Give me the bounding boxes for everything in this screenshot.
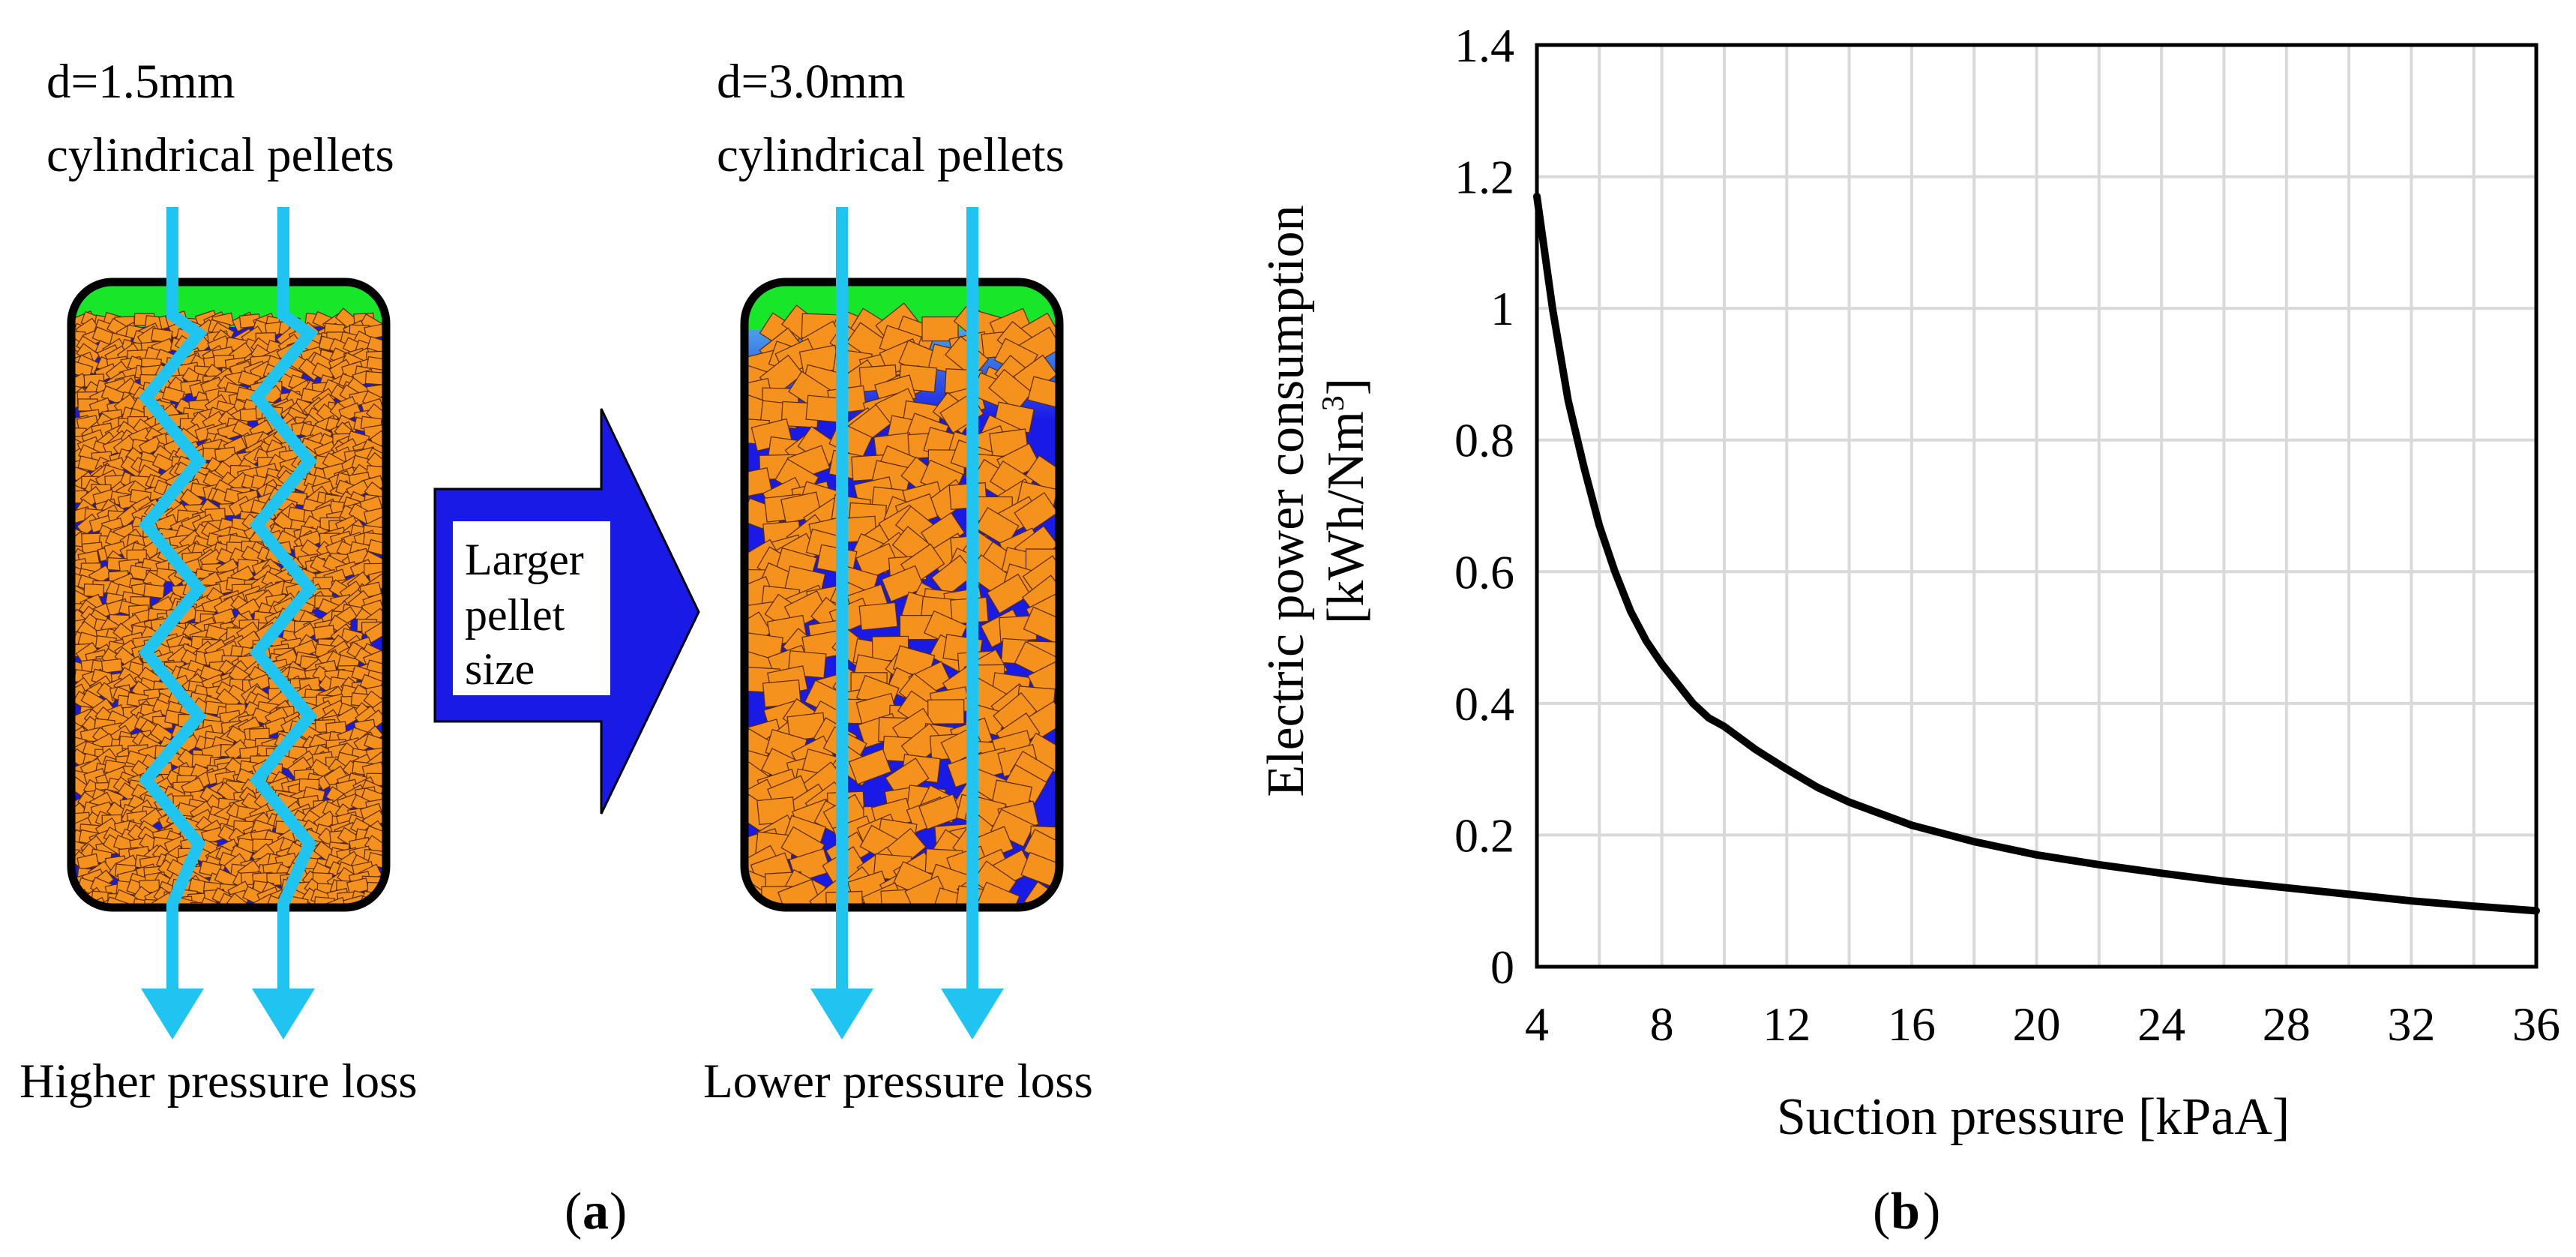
left-packed-bed (67, 278, 391, 912)
pellet (138, 436, 163, 458)
panel-b-chart: 4 8 12 16 20 24 28 32 36 0 0.2 0.4 0.6 0.8 1 1.2 1.4 Su… (1257, 19, 2560, 1240)
right-bed-caption: Lower pressure loss (703, 1054, 1093, 1108)
chart-grid (1535, 44, 2538, 968)
arrow-label-line-3: size (465, 644, 535, 694)
pellet (83, 584, 105, 598)
panel-b-label-close: ) (1923, 1183, 1940, 1240)
pellet (100, 658, 123, 674)
y-tick-label: 1.4 (1454, 19, 1514, 72)
left-flow-arrowhead-1 (141, 988, 204, 1040)
x-tick-label: 24 (2137, 998, 2185, 1051)
y-tick-label: 0.6 (1454, 545, 1514, 598)
x-axis-label: Suction pressure [kPaA] (1777, 1088, 2290, 1146)
y-tick-label: 1 (1490, 282, 1514, 335)
y-tick-label: 0.4 (1454, 677, 1514, 730)
pellet (313, 625, 336, 640)
pellet (143, 584, 166, 599)
panel-b-label-letter: b (1891, 1183, 1920, 1240)
y-axis-unit-superscript: 3 (1316, 395, 1351, 411)
x-tick-label: 12 (1763, 998, 1811, 1051)
x-tick-label: 36 (2512, 998, 2560, 1051)
pellet (921, 316, 959, 342)
y-axis-unit-close: ] (1317, 378, 1375, 395)
right-flow-arrowhead-1 (810, 988, 873, 1040)
right-packed-bed (740, 278, 1064, 912)
left-bed-size-label: d=1.5mm (46, 55, 235, 109)
arrow-label-line-1: Larger (465, 535, 584, 584)
panel-a-label-close: ) (610, 1183, 627, 1240)
left-bed-pellet-label: cylindrical pellets (46, 128, 394, 182)
panel-b-label-open: ( (1873, 1183, 1890, 1240)
panel-a-label-letter: a (583, 1183, 609, 1240)
left-bed-caption: Higher pressure loss (19, 1054, 418, 1108)
left-bed-pellets (71, 308, 386, 908)
x-tick-label: 28 (2263, 998, 2311, 1051)
pellet (858, 602, 898, 631)
y-tick-label: 0.8 (1454, 414, 1514, 467)
pellet (927, 699, 965, 724)
x-tick-labels: 4 8 12 16 20 24 28 32 36 (1525, 998, 2560, 1051)
pellet (161, 386, 185, 404)
y-axis-label-line-2: [kWh/Nm3] (1316, 378, 1375, 624)
x-tick-label: 4 (1525, 998, 1549, 1051)
panel-a-label-open: ( (565, 1183, 582, 1240)
left-flow-arrowhead-2 (252, 988, 315, 1040)
x-tick-label: 8 (1650, 998, 1674, 1051)
y-tick-labels: 0 0.2 0.4 0.6 0.8 1 1.2 1.4 (1454, 19, 1514, 994)
panel-a: d=1.5mm cylindrical pellets Higher press… (19, 55, 1093, 1240)
y-tick-label: 1.2 (1454, 151, 1514, 204)
y-axis-label: Electric power consumption [kWh/Nm3] (1257, 205, 1375, 796)
x-tick-label: 32 (2387, 998, 2435, 1051)
right-bed-pellet-label: cylindrical pellets (717, 128, 1065, 182)
x-tick-label: 16 (1888, 998, 1936, 1051)
arrow-label-line-2: pellet (465, 590, 565, 640)
y-tick-label: 0 (1490, 940, 1514, 994)
x-tick-label: 20 (2013, 998, 2061, 1051)
right-flow-arrowhead-2 (941, 988, 1004, 1040)
y-axis-label-line-1: Electric power consumption (1257, 205, 1315, 796)
right-bed-size-label: d=3.0mm (717, 55, 906, 109)
y-axis-unit-base: [kWh/Nm (1317, 411, 1375, 624)
y-tick-label: 0.2 (1454, 808, 1514, 862)
